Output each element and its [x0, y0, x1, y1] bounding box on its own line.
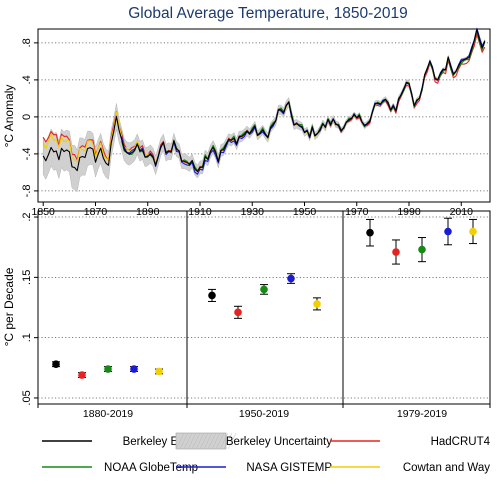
marker: [418, 245, 426, 254]
y-tick-label: .05: [21, 390, 33, 405]
legend-hatch: [211, 432, 221, 450]
y-tick-label: 0: [21, 114, 33, 120]
marker: [104, 365, 112, 373]
marker: [366, 228, 374, 237]
legend-item-cowtan-and-way: Cowtan and Way: [330, 462, 490, 474]
point-cowtan-and-way-1880-2019: [155, 367, 163, 376]
x-tick-label: 1990: [397, 206, 421, 218]
legend-label: NASA GISTEMP: [246, 462, 332, 474]
category-label-1880-2019: 1880-2019: [83, 408, 133, 420]
y-tick-label: .4: [21, 75, 33, 84]
marker: [313, 300, 321, 308]
legend-hatch: [219, 432, 229, 450]
point-hadcrut4-1979-2019: [392, 239, 400, 265]
marker: [444, 227, 452, 236]
legend-hatch: [195, 432, 205, 450]
x-tick-label: 1910: [188, 206, 212, 218]
legend-hatch: [199, 432, 209, 450]
temperature-y-axis-label: °C Anomaly: [2, 85, 16, 148]
legend-label: Cowtan and Way: [403, 462, 490, 474]
x-tick-label: 1950: [293, 206, 317, 218]
x-tick-label: 1970: [345, 206, 369, 218]
marker: [52, 360, 60, 368]
y-tick-label: -.8: [21, 184, 33, 197]
marker: [260, 285, 268, 294]
y-tick-label: .1: [21, 333, 33, 342]
x-tick-label: 1930: [241, 206, 265, 218]
x-tick-label: 2010: [450, 206, 474, 218]
trend-panel: .05 .1 .15 .2 1880-2019 1950-2019 1979-2019 °…: [2, 210, 491, 420]
marker: [155, 367, 163, 376]
x-tick-label: 1870: [84, 206, 108, 218]
trend-points: [52, 217, 477, 379]
berkeley-uncertainty-band: [43, 27, 485, 193]
trend-y-axis: .05 .1 .15 .2: [21, 212, 38, 406]
point-hadcrut4-1880-2019: [78, 371, 86, 379]
chart-title: Global Average Temperature, 1850-2019: [128, 5, 407, 22]
legend-hatch: [191, 432, 201, 450]
marker: [392, 248, 400, 256]
legend-label: Berkeley Uncertainty: [226, 436, 332, 448]
legend-hatch: [183, 432, 193, 450]
series-line-berkeley-earth: [42, 28, 486, 173]
legend-hatch: [187, 432, 197, 450]
legend-hatch: [223, 432, 233, 450]
trend-plot-frame: [37, 210, 491, 405]
temperature-panel: -.8 -.4 0 .4 .8 1850 1870 1890 1910 1930 1950 1970…: [2, 27, 491, 218]
marker: [78, 371, 86, 379]
point-berkeley-earth-1979-2019: [366, 218, 374, 247]
trend-gridlines: [38, 216, 490, 399]
category-label-1979-2019: 1979-2019: [397, 408, 447, 420]
legend-swatch: [175, 432, 227, 450]
point-noaa-globetemp-1979-2019: [418, 237, 426, 263]
y-tick-label: .2: [21, 212, 33, 221]
legend-hatch: [175, 432, 185, 450]
y-tick-label: -.4: [21, 147, 33, 160]
legend-item-hadcrut4: HadCRUT4: [330, 436, 491, 448]
point-nasa-gistemp-1880-2019: [130, 365, 138, 373]
legend-item-berkeley-earth: Berkeley Earth: [42, 436, 198, 448]
marker: [130, 365, 138, 373]
temperature-x-axis: 1850 1870 1890 1910 1930 1950 1970 1990 2010: [32, 202, 474, 218]
point-nasa-gistemp-1950-2019: [287, 273, 295, 284]
legend-hatch: [179, 432, 189, 450]
marker: [469, 227, 477, 236]
temperature-series-lines: [42, 27, 486, 175]
point-hadcrut4-1950-2019: [234, 305, 242, 319]
legend-item-nasa-gistemp: NASA GISTEMP: [176, 462, 332, 474]
marker: [208, 291, 216, 300]
legend-hatch: [215, 432, 225, 450]
point-cowtan-and-way-1950-2019: [313, 297, 321, 311]
y-tick-label: .15: [21, 270, 33, 285]
legend-hatch: [227, 432, 237, 450]
point-berkeley-earth-1880-2019: [52, 360, 60, 368]
legend-label: NOAA GlobeTemp: [104, 462, 198, 474]
temperature-gridlines: [38, 42, 490, 192]
point-nasa-gistemp-1979-2019: [444, 217, 452, 246]
category-label-1950-2019: 1950-2019: [239, 408, 289, 420]
legend-label: HadCRUT4: [431, 436, 491, 448]
y-tick-label: .8: [21, 38, 33, 47]
legend-item-berkeley-uncertainty: Berkeley Uncertainty: [175, 432, 332, 450]
point-noaa-globetemp-1950-2019: [260, 284, 268, 295]
x-tick-label: 1850: [32, 206, 56, 218]
marker: [234, 308, 242, 317]
point-berkeley-earth-1950-2019: [208, 288, 216, 302]
legend: Berkeley Earth Berkeley Uncertainty HadCRU…: [42, 432, 491, 474]
uncertainty-band: [43, 27, 485, 193]
trend-y-axis-label: °C per Decade: [2, 267, 16, 346]
temperature-y-axis: -.8 -.4 0 .4 .8: [21, 38, 38, 197]
legend-hatch: [207, 432, 217, 450]
legend-hatch: [203, 432, 213, 450]
legend-item-noaa-globetemp: NOAA GlobeTemp: [42, 462, 198, 474]
marker: [287, 274, 295, 283]
point-noaa-globetemp-1880-2019: [104, 365, 112, 373]
temperature-plot-frame: [37, 28, 491, 203]
point-cowtan-and-way-1979-2019: [469, 218, 477, 245]
trend-x-axis: 1880-2019 1950-2019 1979-2019: [37, 404, 491, 420]
x-tick-label: 1890: [136, 206, 160, 218]
